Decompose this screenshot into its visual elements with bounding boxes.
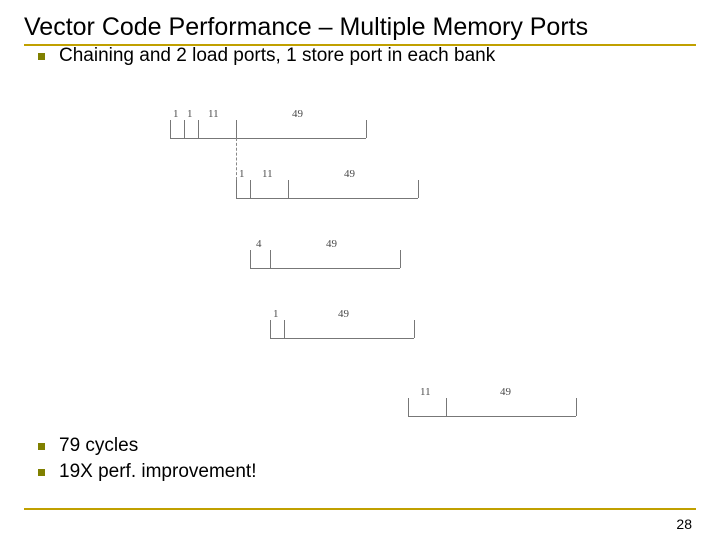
timeline-hline	[270, 338, 414, 339]
footer-underline	[24, 508, 696, 510]
timeline-label: 49	[292, 108, 303, 120]
timeline-label: 11	[208, 108, 219, 120]
timeline-label: 11	[420, 386, 431, 398]
timeline-label: 49	[326, 238, 337, 250]
timeline-tick	[270, 250, 271, 268]
timeline-label: 49	[338, 308, 349, 320]
timeline-tick	[418, 180, 419, 198]
bullet-icon	[38, 443, 45, 450]
bottom-bullets: 79 cycles 19X perf. improvement!	[24, 432, 384, 484]
slide: Vector Code Performance – Multiple Memor…	[0, 0, 720, 540]
timeline-tick	[284, 320, 285, 338]
timeline-hline	[236, 198, 418, 199]
timeline-tick	[414, 320, 415, 338]
timing-diagram: 111149111494491491149	[170, 110, 530, 440]
timeline-hline	[408, 416, 576, 417]
bullet-item-3: 19X perf. improvement!	[38, 460, 384, 484]
timeline-tick	[250, 250, 251, 268]
timeline-tick	[184, 120, 185, 138]
bullet-text: 79 cycles	[59, 434, 138, 458]
timeline-label: 49	[344, 168, 355, 180]
bullet-item-1: Chaining and 2 load ports, 1 store port …	[38, 44, 696, 68]
timeline-label: 4	[256, 238, 262, 250]
timeline-tick	[408, 398, 409, 416]
bullet-text: Chaining and 2 load ports, 1 store port …	[59, 44, 495, 68]
timeline-hline	[250, 268, 400, 269]
timeline-tick	[446, 398, 447, 416]
timeline-label: 1	[273, 308, 279, 320]
timeline-dashed-link	[236, 138, 237, 180]
page-number: 28	[676, 516, 692, 532]
timeline-tick	[288, 180, 289, 198]
timeline-tick	[576, 398, 577, 416]
timeline-label: 1	[173, 108, 179, 120]
timeline-label: 1	[239, 168, 245, 180]
timeline-tick	[170, 120, 171, 138]
slide-title: Vector Code Performance – Multiple Memor…	[24, 12, 696, 42]
timeline-label: 1	[187, 108, 193, 120]
timeline-tick	[270, 320, 271, 338]
bullet-icon	[38, 53, 45, 60]
bullet-icon	[38, 469, 45, 476]
timeline-tick	[400, 250, 401, 268]
timeline-tick	[250, 180, 251, 198]
timeline-tick	[236, 180, 237, 198]
bullet-item-2: 79 cycles	[38, 434, 384, 458]
timeline-tick	[236, 120, 237, 138]
timeline-hline	[170, 138, 366, 139]
timeline-tick	[198, 120, 199, 138]
bullet-text: 19X perf. improvement!	[59, 460, 256, 484]
timeline-label: 11	[262, 168, 273, 180]
timeline-label: 49	[500, 386, 511, 398]
timeline-tick	[366, 120, 367, 138]
